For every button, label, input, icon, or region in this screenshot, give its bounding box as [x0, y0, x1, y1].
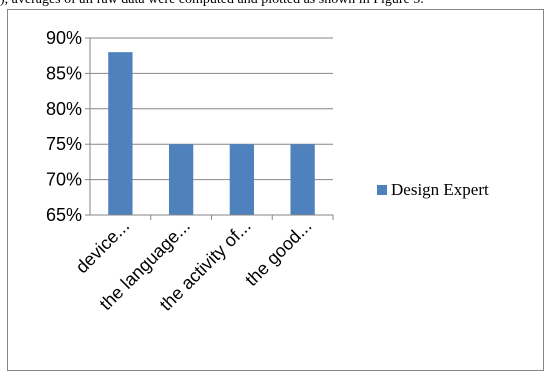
y-tick-label: 80%	[46, 99, 82, 119]
cropped-caption-text: ), averages of all raw data were compute…	[0, 0, 553, 10]
y-tick-label: 85%	[46, 63, 82, 83]
y-tick-label: 90%	[46, 28, 82, 48]
bars	[108, 52, 315, 215]
bar	[229, 144, 255, 215]
y-tick-label: 70%	[46, 170, 82, 190]
x-category-labels: device...the language...the activity of.…	[72, 216, 316, 315]
bar	[290, 144, 315, 215]
y-tick-labels: 65% 70% 75% 80% 85% 90%	[46, 28, 82, 225]
bar	[108, 52, 133, 215]
y-tick-label: 75%	[46, 134, 82, 154]
legend: Design Expert	[377, 180, 489, 199]
y-tick-label: 65%	[46, 205, 82, 225]
legend-label: Design Expert	[391, 180, 489, 199]
axes	[85, 37, 334, 220]
bar	[168, 144, 194, 215]
legend-swatch	[377, 185, 387, 195]
chart-frame	[7, 9, 544, 371]
x-category-label: the good...	[241, 216, 315, 290]
